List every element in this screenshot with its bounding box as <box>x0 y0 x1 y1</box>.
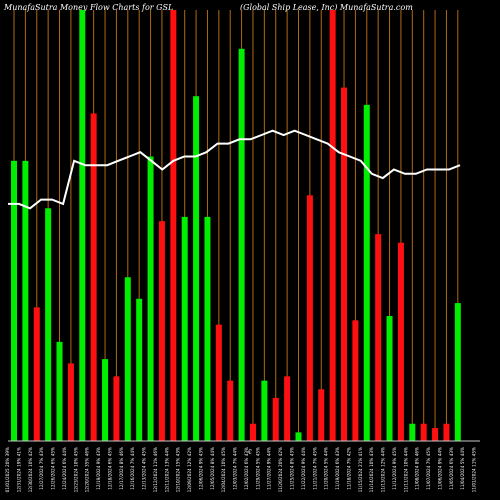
bar <box>79 10 86 441</box>
x-tick-label: 11/01/2024 11% 45% <box>472 447 477 492</box>
x-tick-label: 11/18/2024 7% 42% <box>346 447 351 490</box>
x-tick-label: 12/20/2024 35% 46% <box>85 447 90 492</box>
bar <box>170 10 177 441</box>
bar <box>45 208 52 441</box>
x-tick-label: 11/19/2024 6% 43% <box>335 447 340 490</box>
bar <box>124 277 131 441</box>
x-tick-label: 11/22/2024 9% 44% <box>301 447 306 490</box>
bar <box>147 156 154 442</box>
bar <box>295 432 302 441</box>
x-tick-label: 11/20/2024 5% 44% <box>324 447 329 490</box>
x-tick-label: 11/13/2024 12% 44% <box>381 447 386 492</box>
x-tick-label: 11/07/2024 7% 45% <box>426 447 431 490</box>
bar <box>363 104 370 441</box>
x-tick-label: 12/26/2024 6% 45% <box>51 447 56 490</box>
bar <box>272 397 279 441</box>
bar <box>33 307 40 441</box>
x-tick-label: 11/11/2024 10% 44% <box>403 447 408 492</box>
x-tick-label: 11/15/2024 21% 41% <box>358 447 363 492</box>
x-tick-label: 11/27/2024 9% 44% <box>267 447 272 490</box>
x-tick-label: 11/29/2024 5% 45% <box>255 447 260 490</box>
bar <box>306 195 313 441</box>
x-tick-label: 12/11/2024 13% 44% <box>164 447 169 492</box>
bar <box>90 113 97 441</box>
bar <box>284 376 291 441</box>
bar <box>204 216 211 441</box>
money-flow-line-group <box>8 129 461 210</box>
bar <box>420 423 427 441</box>
bar <box>249 423 256 441</box>
x-tick-label: 11/06/2024 9% 44% <box>437 447 442 490</box>
x-tick-label: 11/08/2024 8% 46% <box>415 447 420 490</box>
x-tick-label: 12/10/2024 15% 43% <box>176 447 181 492</box>
bar <box>409 423 416 441</box>
bar <box>102 359 109 441</box>
x-tick-label: 12/06/2024 9% 43% <box>199 447 204 490</box>
bar <box>352 320 359 441</box>
bar <box>11 160 17 441</box>
x-tick-label: 11/05/2024 6% 43% <box>449 447 454 490</box>
bar <box>454 303 461 441</box>
x-tick-label: 12/18/2024 6% 45% <box>107 447 112 490</box>
x-tick-label: 12/27/2024 7% 43% <box>39 447 44 490</box>
x-tick-label: 12/31/2024 19% 41% <box>16 447 21 492</box>
x-tick-labels: 01/01/2025 20% 39% 12/31/2024 19% 41% 12/3… <box>5 447 477 492</box>
bar <box>113 376 120 441</box>
x-tick-label: 12/19/2024 9% 43% <box>96 447 101 490</box>
x-axis: € <box>8 440 480 456</box>
bar <box>386 316 393 441</box>
money-flow-line <box>8 129 461 210</box>
x-tick-label: 12/02/2024 6% 43% <box>244 447 249 490</box>
x-tick-label: 12/30/2024 10% 42% <box>28 447 33 492</box>
x-tick-label: 11/12/2024 9% 45% <box>392 447 397 490</box>
bar <box>375 234 382 441</box>
bar <box>432 428 439 441</box>
bar <box>227 380 234 441</box>
x-tick-label: 12/16/2024 7% 44% <box>130 447 135 490</box>
x-tick-label: 01/01/2025 20% 39% <box>5 447 10 492</box>
bar <box>136 298 143 441</box>
x-tick-label: 12/12/2024 11% 46% <box>153 447 158 492</box>
bar <box>56 341 63 441</box>
bar <box>215 324 222 441</box>
x-tick-label: 11/14/2024 10% 43% <box>369 447 374 492</box>
x-tick-label: 12/09/2024 12% 42% <box>187 447 192 492</box>
x-tick-label: 12/24/2024 6% 44% <box>62 447 67 490</box>
chart-title-left: MunafaSutra Money Flow Charts for GSL <box>4 3 174 12</box>
x-tick-label: 11/25/2024 8% 43% <box>290 447 295 490</box>
x-tick-label: 11/04/2024 5% 44% <box>460 447 465 490</box>
bar <box>238 48 245 441</box>
bar <box>181 216 188 441</box>
x-tick-label: 12/05/2024 8% 44% <box>210 447 215 490</box>
bar <box>193 96 200 441</box>
x-tick-label: 12/04/2024 10% 45% <box>221 447 226 492</box>
x-tick-label: 11/26/2024 20% 42% <box>278 447 283 492</box>
bar <box>261 380 268 441</box>
bar <box>397 242 404 441</box>
x-tick-label: 11/21/2024 7% 45% <box>312 447 317 490</box>
x-tick-label: 12/13/2024 4% 45% <box>142 447 147 490</box>
bar <box>341 87 348 441</box>
x-tick-label: 12/17/2024 8% 46% <box>119 447 124 490</box>
bar <box>443 423 450 441</box>
bar <box>158 221 165 441</box>
x-tick-label: 12/23/2024 10% 45% <box>73 447 78 492</box>
x-tick-label: 12/03/2024 7% 44% <box>233 447 238 490</box>
chart-title-right: (Global Ship Lease, Inc) MunafaSutra.com <box>240 3 413 12</box>
bar <box>329 10 336 441</box>
axis-center-marker: € <box>247 449 252 456</box>
bar <box>318 389 325 441</box>
bars <box>11 10 461 442</box>
bar <box>67 363 74 441</box>
bar <box>22 160 29 441</box>
